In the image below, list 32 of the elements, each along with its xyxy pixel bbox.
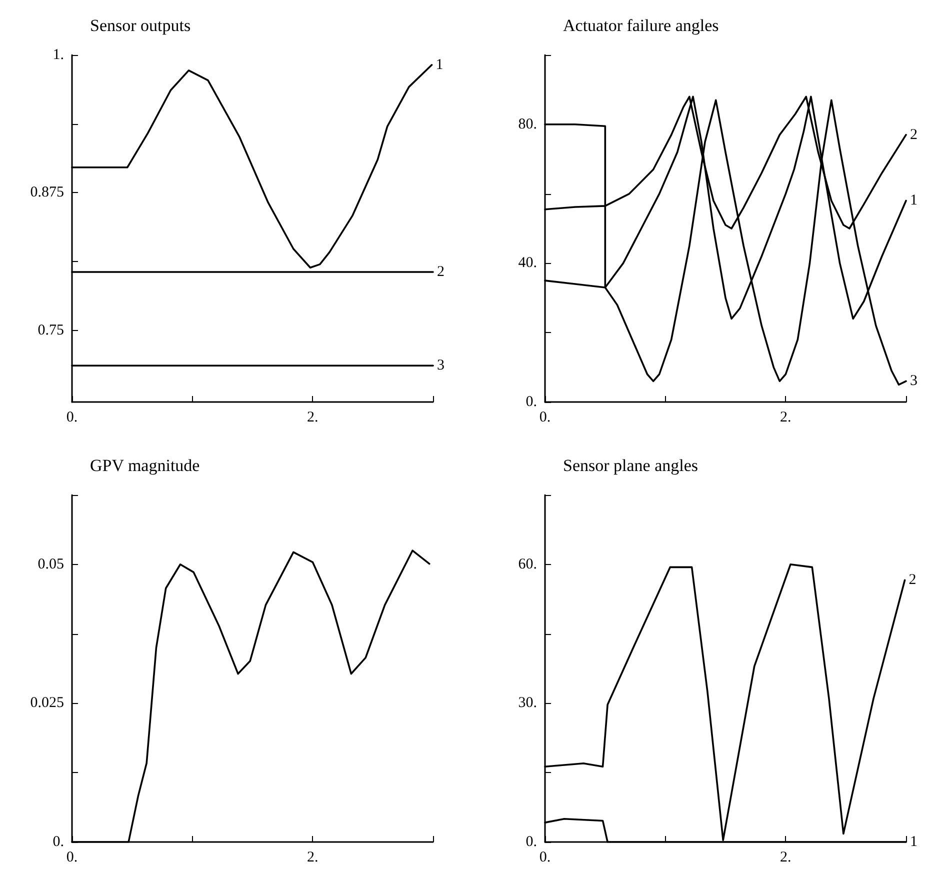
series-label: 2 [908, 572, 916, 588]
series-label: 3 [437, 358, 444, 374]
x-tick-label: 0. [66, 410, 78, 426]
series-label: 1 [910, 834, 918, 850]
x-tick-label: 2. [780, 410, 792, 426]
y-tick-label: 0. [52, 834, 64, 850]
x-tick-label: 0. [539, 410, 551, 426]
chart-title: Actuator failure angles [563, 16, 719, 35]
series-label: 2 [437, 264, 444, 280]
series-label: 1 [910, 192, 918, 209]
series-label: 1 [436, 56, 444, 73]
y-tick-label: 0.75 [38, 322, 64, 338]
chart-title: Sensor plane angles [563, 456, 698, 475]
chart-title: Sensor outputs [90, 16, 191, 35]
y-tick-label: 0. [526, 394, 537, 410]
x-tick-label: 2. [307, 850, 318, 866]
chart-title: GPV magnitude [90, 456, 200, 475]
y-tick-label: 40. [518, 255, 537, 272]
y-tick-label: 0.025 [30, 695, 64, 712]
y-tick-label: 0.875 [30, 184, 64, 201]
y-tick-label: 1. [52, 47, 64, 63]
x-tick-label: 0. [539, 850, 551, 866]
series-label: 3 [910, 373, 918, 390]
series-label: 2 [910, 126, 918, 143]
x-tick-label: 2. [307, 410, 318, 426]
y-tick-label: 0. [526, 834, 537, 850]
y-tick-label: 60. [518, 556, 537, 572]
x-tick-label: 2. [780, 850, 792, 866]
y-tick-label: 0.05 [38, 556, 64, 572]
x-tick-label: 0. [66, 850, 78, 866]
y-tick-label: 30. [518, 695, 537, 712]
y-tick-label: 80. [518, 116, 537, 132]
